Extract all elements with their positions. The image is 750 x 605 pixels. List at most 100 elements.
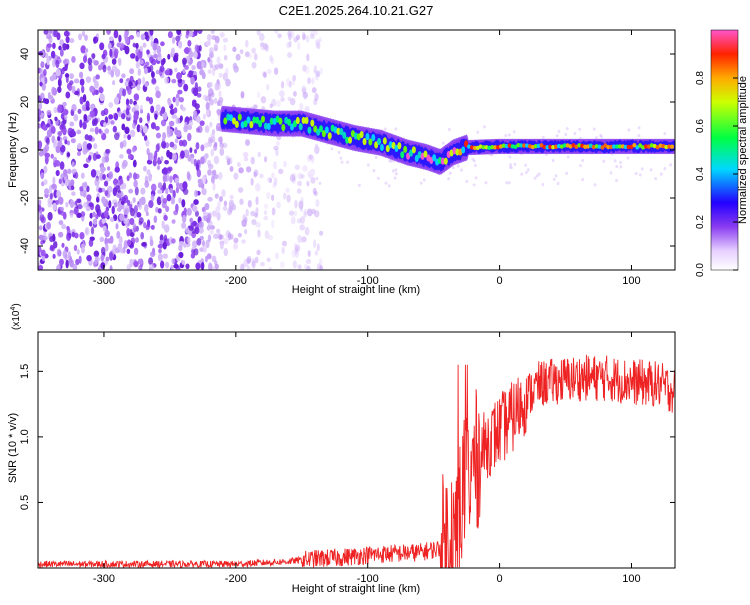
noise-speck [504, 134, 508, 138]
noise-blob [63, 30, 70, 37]
noise-blob [107, 238, 112, 244]
noise-blob [269, 103, 273, 109]
noise-blob [67, 251, 71, 260]
noise-speck [573, 131, 577, 136]
noise-blob [82, 121, 87, 130]
noise-blob [273, 145, 279, 151]
noise-blob [293, 210, 298, 217]
noise-blob [137, 50, 143, 60]
noise-blob [194, 103, 200, 110]
x-tick-label: 100 [622, 275, 640, 287]
noise-blob [39, 214, 45, 222]
noise-blob [299, 205, 304, 213]
noise-blob [154, 125, 160, 131]
noise-blob [160, 119, 167, 127]
noise-speck [339, 156, 343, 160]
noise-blob [67, 168, 72, 175]
noise-blob [268, 266, 273, 270]
noise-blob [181, 199, 186, 208]
noise-blob [102, 65, 107, 73]
noise-blob [187, 39, 192, 47]
noise-blob [101, 53, 106, 60]
ridge-core [406, 152, 411, 160]
noise-blob [170, 264, 174, 270]
noise-blob [271, 207, 276, 216]
ridge-core [542, 144, 547, 150]
noise-blob [95, 74, 100, 80]
colorbar-tick-label: 0.6 [695, 119, 706, 133]
ridge-core [606, 144, 611, 150]
noise-blob [57, 136, 61, 141]
noise-blob [186, 171, 191, 180]
noise-blob [52, 42, 56, 49]
noise-speck [638, 173, 642, 177]
colorbar-label: Normalized spectral amplitude [737, 76, 749, 224]
noise-speck [593, 183, 597, 187]
noise-blob [214, 141, 218, 148]
ridge-core [414, 154, 419, 163]
noise-speck [592, 127, 596, 131]
noise-blob [232, 46, 237, 53]
noise-blob [153, 154, 157, 163]
noise-blob [75, 258, 80, 266]
noise-blob [57, 78, 62, 87]
noise-blob [83, 181, 88, 190]
noise-speck [609, 171, 613, 175]
noise-blob [73, 207, 79, 215]
x-tick-label: -200 [225, 573, 247, 585]
noise-blob [297, 264, 302, 270]
noise-blob [65, 201, 69, 208]
noise-blob [65, 179, 69, 187]
noise-blob [178, 251, 184, 259]
noise-blob [80, 243, 86, 249]
noise-blob [207, 163, 214, 170]
noise-blob [286, 41, 291, 49]
noise-blob [52, 233, 56, 242]
noise-blob [281, 240, 288, 247]
noise-blob [291, 30, 295, 38]
noise-blob [76, 143, 82, 150]
noise-blob [159, 260, 165, 269]
noise-blob [122, 159, 128, 168]
noise-blob [43, 69, 47, 77]
noise-blob [81, 247, 85, 254]
noise-blob [215, 122, 222, 132]
noise-blob [179, 104, 184, 110]
x-tick-label: 0 [497, 275, 503, 287]
noise-blob [189, 217, 194, 223]
x-tick-label: 100 [622, 573, 640, 585]
noise-blob [136, 212, 142, 218]
noise-speck [474, 176, 478, 180]
noise-blob [85, 76, 92, 84]
noise-blob [195, 262, 201, 270]
noise-speck [565, 171, 569, 175]
noise-blob [150, 224, 155, 230]
noise-blob [208, 88, 214, 97]
noise-blob [104, 128, 110, 134]
noise-blob [166, 194, 172, 202]
noise-speck [581, 177, 584, 182]
noise-blob [251, 61, 257, 69]
noise-blob [139, 104, 143, 114]
noise-blob [175, 35, 181, 42]
noise-speck [330, 147, 334, 151]
noise-speck [581, 158, 585, 163]
noise-blob [176, 130, 182, 138]
ridge-core [638, 143, 643, 148]
noise-blob [94, 256, 98, 265]
noise-blob [237, 232, 242, 238]
ridge-core [365, 132, 370, 141]
noise-blob [84, 34, 88, 41]
noise-speck [537, 172, 541, 176]
noise-blob [132, 197, 136, 203]
noise-blob [219, 240, 223, 249]
noise-blob [146, 112, 151, 122]
noise-blob [173, 54, 179, 63]
noise-blob [100, 246, 106, 255]
noise-blob [297, 42, 301, 50]
noise-blob [256, 30, 261, 36]
noise-blob [184, 46, 190, 55]
noise-blob [314, 145, 320, 155]
noise-blob [90, 226, 95, 235]
noise-blob [287, 30, 292, 38]
